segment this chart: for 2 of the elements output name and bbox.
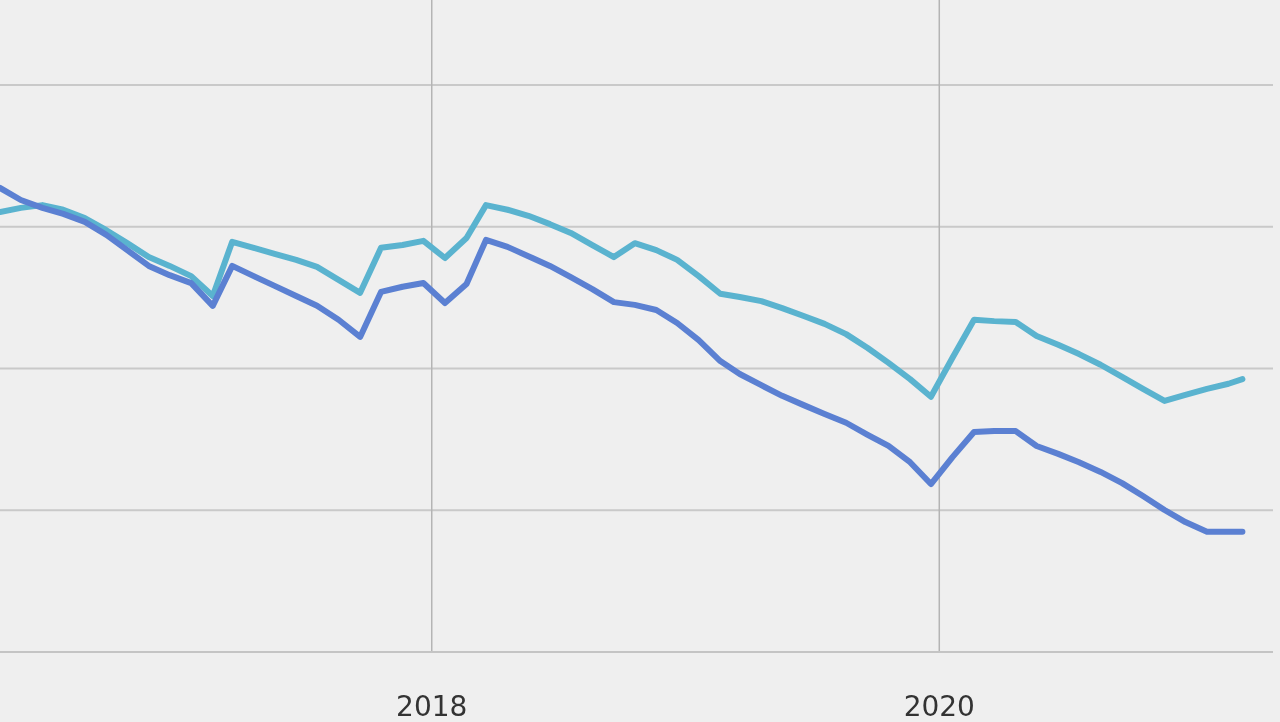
x-tick-label: 2020 [903, 690, 975, 722]
x-tick-label: 2018 [396, 690, 468, 722]
